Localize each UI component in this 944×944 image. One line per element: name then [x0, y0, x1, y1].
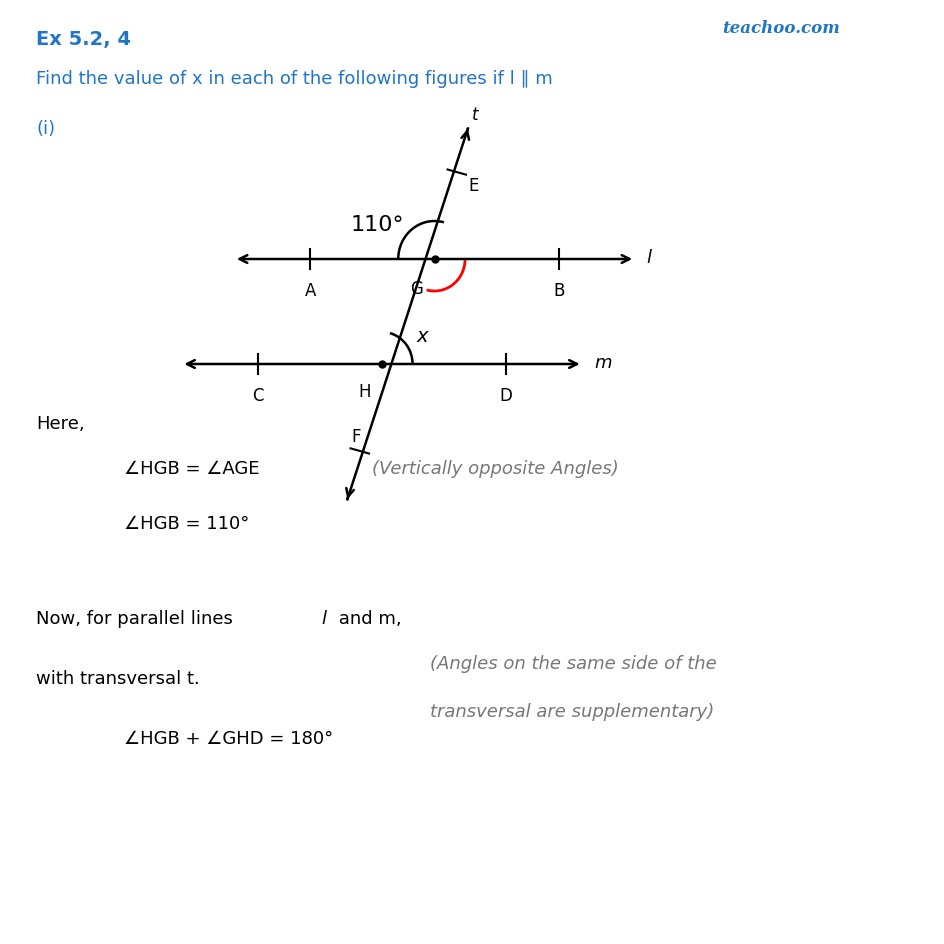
Text: Find the value of x in each of the following figures if l ∥ m: Find the value of x in each of the follo… [36, 70, 552, 88]
Text: A: A [304, 281, 315, 299]
Text: G: G [410, 279, 423, 297]
Text: ∠HGB + ∠GHD = 180°: ∠HGB + ∠GHD = 180° [124, 729, 333, 748]
Text: teachoo.com: teachoo.com [722, 20, 839, 37]
Text: transversal are supplementary): transversal are supplementary) [430, 702, 714, 720]
Text: B: B [552, 281, 564, 299]
Text: with transversal t.: with transversal t. [36, 669, 200, 687]
Text: l: l [321, 610, 326, 628]
Text: (Vertically opposite Angles): (Vertically opposite Angles) [372, 460, 618, 478]
Text: F: F [351, 428, 361, 446]
Text: Here,: Here, [36, 414, 85, 432]
Text: D: D [499, 387, 512, 405]
Text: and m,: and m, [333, 610, 401, 628]
Text: 110°: 110° [350, 215, 404, 235]
Text: H: H [358, 382, 370, 400]
Text: E: E [467, 177, 478, 194]
Text: ∠HGB = 110°: ∠HGB = 110° [124, 514, 249, 532]
Text: Ex 5.2, 4: Ex 5.2, 4 [36, 30, 131, 49]
Text: (i): (i) [36, 120, 56, 138]
Text: l: l [646, 248, 650, 267]
Text: x: x [416, 328, 428, 346]
Text: (Angles on the same side of the: (Angles on the same side of the [430, 654, 716, 672]
Text: t: t [471, 106, 478, 124]
Text: ∠HGB = ∠AGE: ∠HGB = ∠AGE [124, 460, 260, 478]
Text: C: C [252, 387, 263, 405]
Text: Now, for parallel lines: Now, for parallel lines [36, 610, 239, 628]
Text: m: m [594, 354, 611, 372]
